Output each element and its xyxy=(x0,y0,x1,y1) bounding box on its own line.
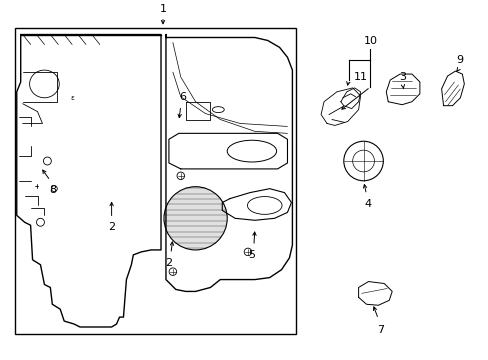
Text: 3: 3 xyxy=(399,72,406,82)
Text: 6: 6 xyxy=(179,92,186,102)
Text: 11: 11 xyxy=(353,72,367,82)
Text: 7: 7 xyxy=(376,325,383,335)
Text: 4: 4 xyxy=(364,199,371,208)
Text: 9: 9 xyxy=(455,55,462,65)
Circle shape xyxy=(163,187,227,250)
Bar xyxy=(15,28,296,334)
Text: ε: ε xyxy=(70,95,74,101)
Text: 8: 8 xyxy=(49,185,56,195)
Text: 5: 5 xyxy=(248,250,255,260)
Text: 2: 2 xyxy=(108,222,115,232)
Text: 10: 10 xyxy=(363,36,377,46)
Text: 1: 1 xyxy=(159,4,166,14)
Text: 2: 2 xyxy=(165,258,172,268)
